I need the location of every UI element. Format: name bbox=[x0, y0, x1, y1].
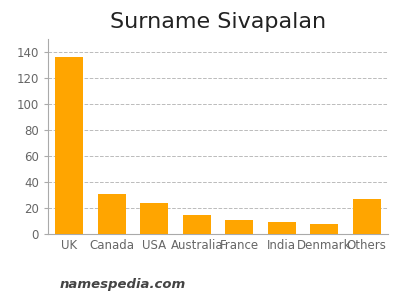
Bar bbox=[98, 194, 126, 234]
Bar bbox=[56, 57, 83, 234]
Bar bbox=[140, 203, 168, 234]
Bar bbox=[353, 199, 380, 234]
Bar bbox=[183, 214, 210, 234]
Bar bbox=[268, 222, 296, 234]
Text: namespedia.com: namespedia.com bbox=[60, 278, 186, 291]
Bar bbox=[310, 224, 338, 234]
Bar bbox=[226, 220, 253, 234]
Title: Surname Sivapalan: Surname Sivapalan bbox=[110, 12, 326, 32]
